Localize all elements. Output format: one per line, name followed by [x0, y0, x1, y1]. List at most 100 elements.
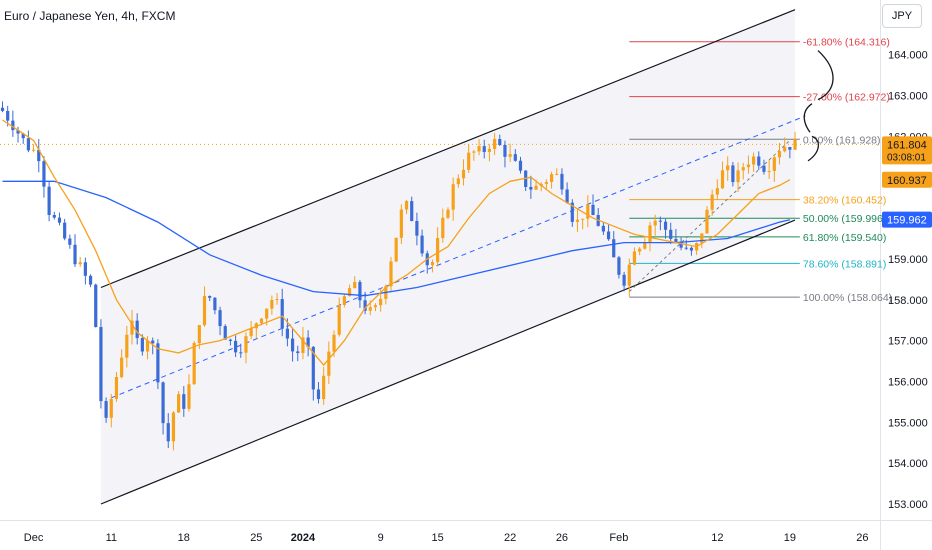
candle-body — [104, 401, 108, 418]
candle-body — [353, 281, 357, 289]
candle-body — [156, 343, 160, 383]
projection-arrow[interactable] — [803, 103, 813, 133]
candle-body — [0, 107, 5, 111]
candle-body — [410, 201, 414, 221]
x-tick-label: 19 — [784, 532, 796, 544]
candle-body — [270, 299, 274, 309]
ma-fast-line — [2, 119, 791, 367]
candle-body — [430, 262, 435, 266]
candle-body — [720, 170, 725, 189]
candle-body — [140, 338, 144, 352]
y-tick-label: 155.000 — [888, 417, 928, 429]
candle-body — [653, 220, 657, 226]
candle-body — [627, 264, 631, 286]
candle-body — [467, 152, 471, 170]
candle-body — [130, 320, 134, 335]
price-label-value: 161.804 — [887, 139, 927, 151]
trend-dashed-line[interactable] — [111, 115, 806, 399]
projection-arrow[interactable] — [807, 135, 819, 162]
candle-body — [68, 238, 72, 245]
candle-body — [347, 288, 352, 297]
candle-body — [47, 186, 51, 216]
candle-body — [581, 218, 585, 220]
candle-body — [6, 110, 10, 121]
fib-level-label: 61.80% (159.540) — [803, 232, 886, 244]
x-tick-label: 22 — [504, 532, 516, 544]
candle-body — [296, 351, 300, 354]
candle-body — [529, 186, 533, 190]
candle-body — [244, 336, 248, 353]
candle-body — [234, 340, 238, 353]
x-tick-label: 26 — [556, 532, 568, 544]
candle-body — [788, 147, 792, 150]
projection-arrow[interactable] — [817, 50, 834, 101]
candle-body — [674, 238, 678, 243]
price-label-box — [882, 211, 932, 228]
candle-body — [498, 139, 502, 145]
ma-slow-line — [2, 180, 791, 297]
candle-body — [223, 326, 227, 340]
y-tick-label: 163.000 — [888, 91, 928, 103]
candle-body — [265, 308, 269, 319]
candle-body — [632, 251, 637, 265]
fib-level-label: -27.00% (162.972) — [803, 92, 890, 104]
candle-body — [617, 257, 621, 275]
candle-body — [436, 238, 440, 263]
channel-upper-line[interactable] — [100, 9, 796, 289]
candle-body — [752, 156, 756, 165]
fib-level-label: 38.20% (160.452) — [803, 195, 886, 207]
candle-body — [622, 274, 626, 286]
candle-body — [228, 339, 233, 341]
price-label-countdown: 03:08:01 — [887, 152, 926, 163]
candle-body — [762, 165, 766, 172]
candle-body — [731, 165, 735, 183]
candle-body — [700, 233, 704, 243]
candle-body — [63, 222, 67, 239]
candle-body — [669, 229, 673, 239]
candle-body — [259, 318, 264, 324]
candle-body — [311, 346, 315, 390]
candle-body — [456, 178, 460, 185]
candle-body — [472, 151, 476, 153]
candle-body — [493, 139, 497, 149]
candle-body — [42, 161, 46, 187]
candle-body — [565, 189, 569, 203]
candle-body — [161, 382, 165, 424]
candle-body — [332, 334, 336, 352]
candle-body — [705, 209, 709, 234]
fib-level-label: 100.00% (158.064) — [803, 292, 892, 304]
y-tick-label: 157.000 — [888, 336, 928, 348]
candle-body — [544, 181, 548, 184]
candle-body — [726, 165, 730, 171]
candle-body — [586, 204, 590, 219]
candle-body — [249, 328, 253, 337]
y-tick-label: 158.000 — [888, 295, 928, 307]
candle-body — [772, 157, 776, 172]
candle-body — [192, 343, 196, 385]
channel-lower-line[interactable] — [100, 219, 796, 505]
candle-body — [373, 305, 378, 308]
y-tick-label: 153.000 — [888, 499, 928, 511]
candle-body — [208, 296, 212, 298]
candle-body — [508, 154, 512, 157]
candle-body — [177, 394, 181, 413]
candle-body — [337, 304, 341, 335]
candle-body — [16, 130, 20, 134]
candle-body — [715, 188, 719, 195]
candle-body — [78, 262, 82, 265]
candle-body — [757, 156, 761, 166]
y-tick-label: 156.000 — [888, 376, 928, 388]
candle-body — [404, 201, 409, 210]
currency-scale-button[interactable]: JPY — [882, 4, 922, 28]
candle-body — [513, 154, 517, 161]
x-tick-label: 18 — [178, 532, 190, 544]
candle-body — [57, 217, 62, 223]
candle-body — [145, 340, 150, 352]
candle-body — [120, 357, 124, 378]
candle-body — [601, 225, 605, 232]
candle-body — [363, 300, 367, 311]
candle-body — [135, 320, 139, 339]
candle-body — [218, 310, 222, 327]
